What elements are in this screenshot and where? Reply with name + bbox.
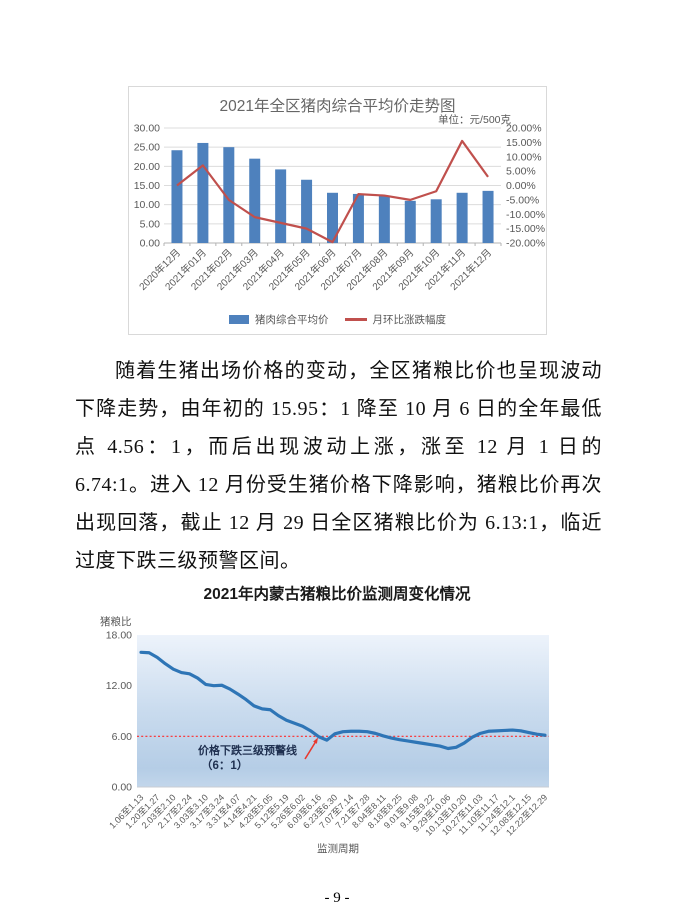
bar	[197, 142, 209, 243]
legend-line-label: 月环比涨跌幅度	[372, 314, 447, 326]
bar	[352, 193, 364, 243]
axis-tick-label: -10.00%	[506, 209, 545, 221]
pork-price-chart: 2021年全区猪肉综合平均价走势图 单位：元/500克 30.00 25.00 20…	[128, 86, 547, 335]
warning-line-annotation-value: （6：1）	[201, 760, 249, 772]
pork-price-chart-title: 2021年全区猪肉综合平均价走势图	[219, 98, 456, 115]
axis-tick-label: 20.00	[134, 161, 160, 173]
bar	[430, 199, 442, 243]
bar	[171, 150, 183, 243]
axis-tick-label: 0.00	[112, 782, 133, 794]
axis-tick-label: 5.00	[140, 218, 161, 230]
bar	[456, 192, 468, 243]
bar	[249, 158, 261, 243]
axis-tick-label: 15.00	[134, 180, 160, 192]
axis-tick-label: 10.00	[134, 199, 160, 211]
bar	[301, 179, 313, 243]
axis-tick-label: 20.00%	[506, 123, 542, 135]
body-paragraph: 随着生猪出场价格的变动，全区猪粮比价也呈现波动下降走势，由年初的 15.95：1…	[75, 360, 602, 572]
pork-price-chart-canvas: 30.00 25.00 20.00 15.00 10.00 5.00 0.00 20.00% 1…	[134, 123, 545, 293]
bar	[223, 147, 235, 243]
axis-tick-label: 5.00%	[506, 166, 536, 178]
ratio-chart: 猪粮比 18.00 12.00 6.00 0.00 1.06至1.13 1.20至1.27 2…	[90, 612, 570, 867]
bar	[327, 192, 338, 243]
axis-tick-label: 30.00	[134, 123, 160, 135]
warning-line-annotation: 价格下跌三级预警线 （6：1）	[198, 744, 297, 774]
axis-tick-label: 0.00%	[506, 180, 536, 192]
axis-tick-label: 12.00	[106, 680, 132, 692]
axis-tick-label: -15.00%	[506, 223, 545, 235]
axis-tick-label: -20.00%	[506, 238, 545, 250]
pork-price-chart-unit-label: 单位：元/500克	[438, 114, 511, 126]
warning-line-annotation-text: 价格下跌三级预警线	[198, 745, 297, 757]
pork-price-chart-legend: 猪肉综合平均价 月环比涨跌幅度	[129, 312, 546, 327]
axis-tick-label: 25.00	[134, 142, 160, 154]
ratio-chart-title: 2021年内蒙古猪粮比价监测周变化情况	[203, 586, 471, 603]
bar	[275, 169, 287, 243]
axis-tick-label: 10.00%	[506, 151, 542, 163]
bar	[404, 200, 416, 243]
legend-bar-swatch	[229, 315, 249, 324]
page-number: - 9 -	[324, 890, 350, 906]
mom-change-line	[176, 139, 489, 244]
annotation-arrow	[304, 737, 318, 760]
y-axis-title: 猪粮比	[100, 615, 132, 628]
plot-background	[137, 635, 549, 787]
legend-bar-label: 猪肉综合平均价	[255, 314, 329, 326]
axis-tick-label: 15.00%	[506, 137, 542, 149]
axis-tick-label: 6.00	[112, 731, 133, 743]
bar-series	[171, 142, 494, 243]
x-axis-title: 监测周期	[317, 842, 359, 855]
bar	[378, 195, 390, 243]
ratio-line	[139, 650, 547, 751]
axis-tick-label: 0.00	[140, 238, 161, 250]
bar	[482, 190, 494, 243]
legend-line-swatch	[344, 318, 367, 321]
ratio-chart-canvas: 猪粮比18.0012.006.000.001.06至1.131.20至1.272…	[100, 615, 549, 855]
axis-tick-label: -5.00%	[506, 194, 539, 206]
axis-tick-label: 18.00	[106, 630, 132, 642]
